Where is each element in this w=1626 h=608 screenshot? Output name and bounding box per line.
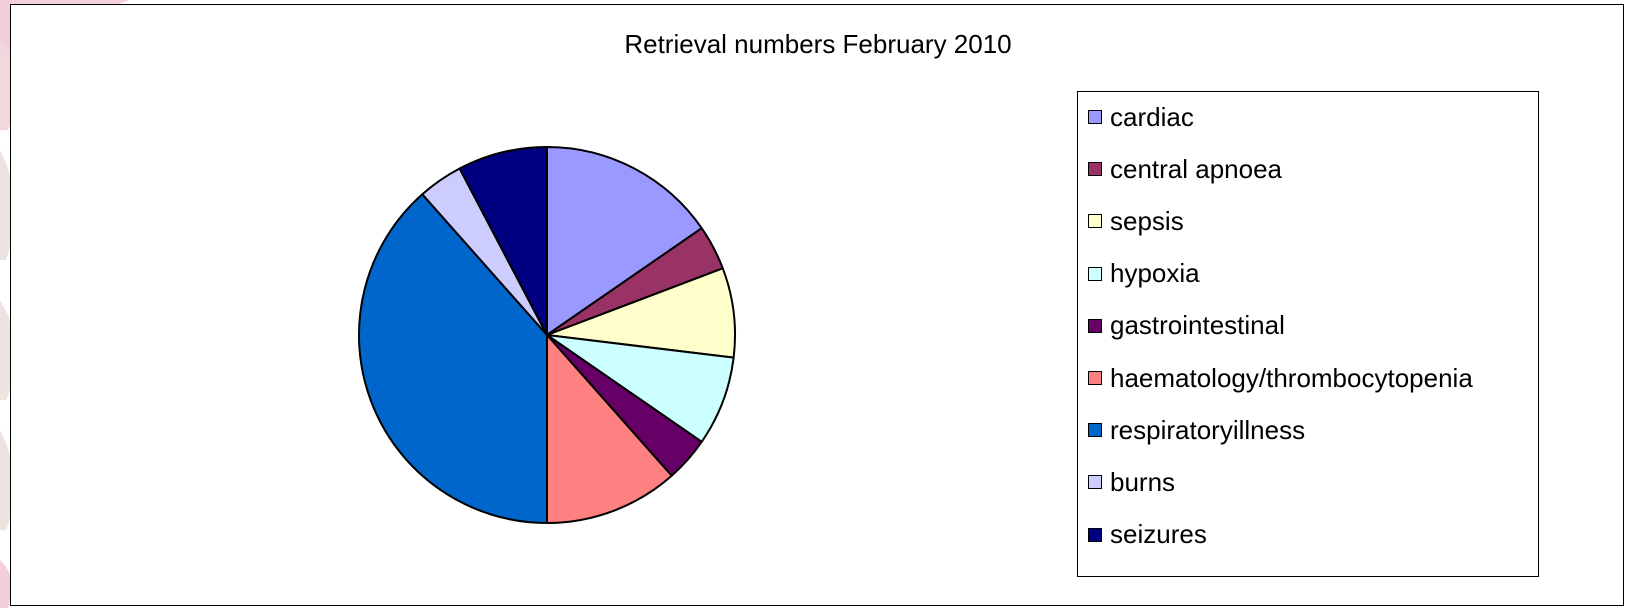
legend-swatch [1088,214,1102,229]
legend-item: seizures [1088,519,1207,550]
legend-swatch [1088,266,1102,281]
legend-label: haematology/thrombocytopenia [1110,362,1473,393]
chart-area: Retrieval numbers February 2010 cardiac c… [10,4,1624,606]
legend-label: seizures [1110,519,1207,550]
legend-item: central apnoea [1088,154,1282,184]
pie-slice-cardiac [546,146,703,336]
legend-swatch [1088,371,1102,385]
legend-label: central apnoea [1110,153,1283,184]
background-decor-shape [0,560,13,608]
legend-swatch [1088,162,1102,177]
legend-swatch [1088,318,1102,333]
legend-swatch [1088,423,1102,438]
pie-slice-seizures [458,146,548,336]
legend-label: respiratoryillness [1110,414,1306,445]
legend-swatch [1088,110,1102,124]
legend-item: sepsis [1088,206,1184,236]
legend-label: sepsis [1110,205,1184,236]
legend-swatch [1088,527,1102,542]
legend-item: haematology/thrombocytopenia [1088,363,1473,393]
pie-slice-respiratoryillness [357,193,548,524]
legend-swatch [1088,475,1102,490]
pie-chart [357,146,736,524]
legend-label: gastrointestinal [1110,310,1285,341]
legend-item: burns [1088,467,1175,497]
legend-item: gastrointestinal [1088,310,1285,341]
legend-label: hypoxia [1110,258,1200,289]
legend-item: respiratoryillness [1088,415,1305,445]
chart-legend: cardiac central apnoea sepsis hypoxia gastro… [1077,91,1539,577]
legend-item: hypoxia [1088,258,1200,289]
legend-label: cardiac [1110,101,1194,132]
legend-label: burns [1110,466,1176,497]
legend-item: cardiac [1088,102,1194,132]
chart-title: Retrieval numbers February 2010 [624,29,1012,59]
pie-slice-haematology-thrombocytopenia [546,334,673,524]
